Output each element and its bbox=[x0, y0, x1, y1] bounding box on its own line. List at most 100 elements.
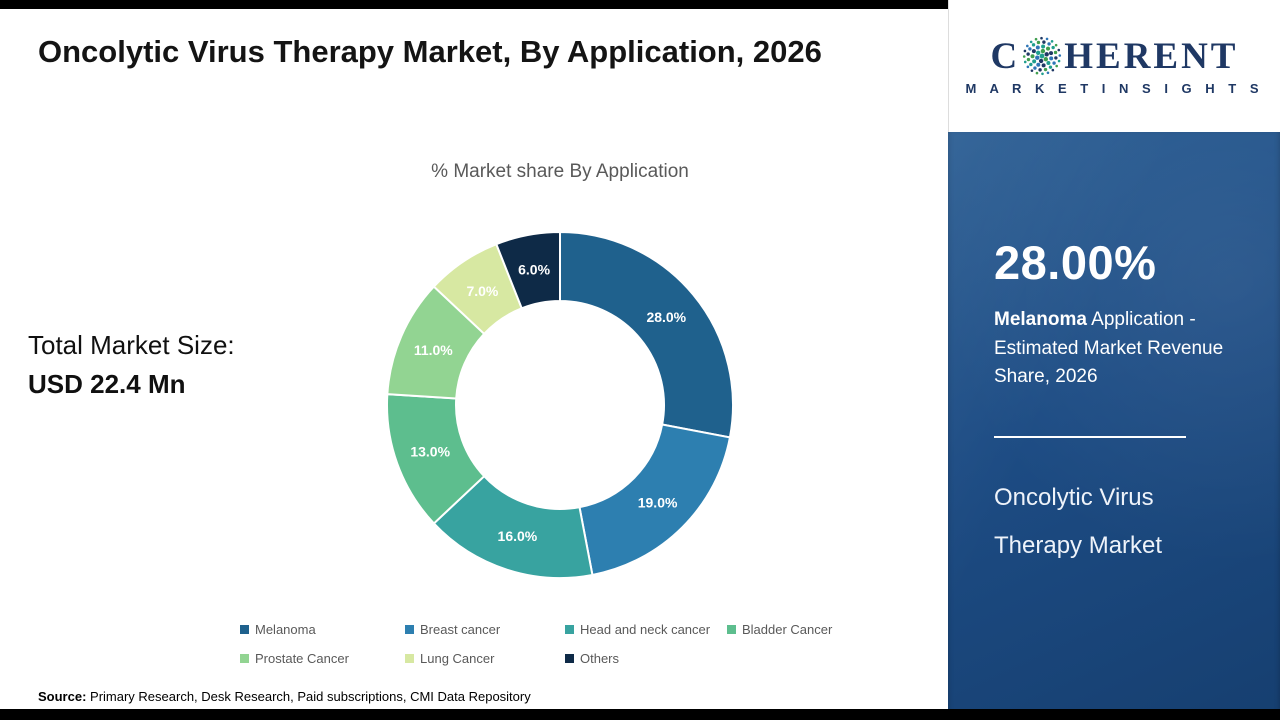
legend-item-bladder-cancer: Bladder Cancer bbox=[727, 622, 832, 637]
legend-label: Melanoma bbox=[255, 622, 316, 637]
logo-dot bbox=[1044, 52, 1050, 57]
logo-dot bbox=[1058, 59, 1061, 63]
legend-item-lung-cancer: Lung Cancer bbox=[405, 651, 565, 666]
logo-dot bbox=[1029, 62, 1033, 67]
logo-dot bbox=[1030, 54, 1035, 59]
slice-value-label: 7.0% bbox=[466, 283, 498, 299]
legend-item-breast-cancer: Breast cancer bbox=[405, 622, 565, 637]
logo-dot bbox=[1050, 40, 1054, 43]
logo-dot bbox=[1043, 57, 1049, 62]
logo-dot bbox=[1026, 52, 1031, 56]
source-label: Source: bbox=[38, 689, 87, 704]
logo-dot bbox=[1026, 44, 1029, 48]
logo-dot bbox=[1036, 40, 1041, 45]
legend-label: Others bbox=[580, 651, 620, 666]
logo-dot bbox=[1041, 44, 1046, 49]
logo-dot bbox=[1032, 43, 1036, 47]
logo-dot bbox=[1032, 59, 1037, 64]
legend-swatch bbox=[405, 625, 414, 634]
legend-label: Head and neck cancer bbox=[580, 622, 711, 637]
donut-chart: 28.0% 19.0% 16.0% 13.0% 11.0% 7.0% 6.0% bbox=[385, 230, 735, 580]
logo-dot bbox=[1036, 45, 1041, 50]
logo-letters-rest: HERENT bbox=[1064, 35, 1239, 77]
logo-dot bbox=[1041, 63, 1046, 68]
logo-dot bbox=[1042, 40, 1046, 44]
logo-dot bbox=[1039, 53, 1045, 59]
logo-dot bbox=[1032, 49, 1037, 54]
total-market-size: Total Market Size: USD 22.4 Mn bbox=[28, 326, 235, 404]
logo-dot bbox=[1038, 68, 1043, 72]
panel-divider bbox=[994, 435, 1186, 438]
right-sidebar: C HERENT M A R K E T I N S I G H T S 28.… bbox=[948, 0, 1280, 720]
highlight-panel: 28.00% Melanoma Application - Estimated … bbox=[948, 132, 1280, 720]
logo-letter-c: C bbox=[990, 35, 1021, 77]
logo-area: C HERENT M A R K E T I N S I G H T S bbox=[948, 0, 1280, 132]
chart-legend: Melanoma Breast cancer Head and neck cance… bbox=[240, 622, 832, 666]
logo-dot bbox=[1034, 37, 1038, 41]
legend-label: Prostate Cancer bbox=[255, 651, 349, 666]
logo-dot bbox=[1023, 49, 1027, 53]
legend-swatch bbox=[240, 654, 249, 663]
logo-dot bbox=[1054, 50, 1058, 55]
logo-dot bbox=[1035, 55, 1040, 60]
legend-item-others: Others bbox=[565, 651, 727, 666]
logo-dot bbox=[1026, 65, 1030, 69]
bottom-black-bar bbox=[0, 709, 1280, 720]
legend-swatch bbox=[727, 625, 736, 634]
logo-dot bbox=[1041, 72, 1045, 76]
top-black-bar bbox=[0, 0, 948, 9]
slice-value-label: 16.0% bbox=[498, 528, 538, 544]
logo-dot bbox=[1051, 68, 1055, 72]
logo-dot bbox=[1049, 51, 1054, 56]
logo-dot bbox=[1055, 64, 1059, 68]
logo-dot bbox=[1046, 46, 1051, 51]
legend-swatch bbox=[405, 654, 414, 663]
logo-dot bbox=[1046, 71, 1050, 75]
legend-label: Breast cancer bbox=[420, 622, 501, 637]
logo-dot bbox=[1047, 42, 1052, 46]
legend-label: Lung Cancer bbox=[420, 651, 495, 666]
logo-dot bbox=[1040, 48, 1046, 54]
highlight-segment-name: Melanoma bbox=[994, 309, 1087, 330]
highlight-description: Melanoma Application - Estimated Market … bbox=[994, 306, 1226, 392]
slice-value-label: 19.0% bbox=[638, 495, 678, 511]
highlight-percentage: 28.00% bbox=[994, 236, 1157, 289]
panel-report-title: Oncolytic Virus Therapy Market bbox=[994, 484, 1246, 560]
market-size-value: USD 22.4 Mn bbox=[28, 369, 186, 399]
legend-swatch bbox=[240, 625, 249, 634]
chart-area: Oncolytic Virus Therapy Market, By Appli… bbox=[28, 34, 832, 704]
legend-item-melanoma: Melanoma bbox=[240, 622, 405, 637]
logo-dot bbox=[1033, 66, 1037, 70]
chart-title: % Market share By Application bbox=[431, 161, 689, 182]
logo-dot bbox=[1054, 56, 1058, 60]
logo-dot bbox=[1030, 69, 1034, 72]
logo-dot bbox=[1045, 37, 1049, 41]
logo-dot bbox=[1049, 56, 1054, 61]
logo-dot bbox=[1048, 65, 1053, 69]
logo-tagline: M A R K E T I N S I G H T S bbox=[965, 81, 1264, 96]
slice-value-label: 6.0% bbox=[518, 261, 550, 277]
page-title: Oncolytic Virus Therapy Market, By Appli… bbox=[38, 34, 822, 69]
logo-dot bbox=[1036, 50, 1041, 55]
logo-dot bbox=[1052, 61, 1057, 65]
donut-slice-melanoma bbox=[559, 230, 735, 439]
source-text: Primary Research, Desk Research, Paid su… bbox=[86, 689, 531, 704]
legend-item-prostate-cancer: Prostate Cancer bbox=[240, 651, 405, 666]
highlight-description-rest: Application - Estimated Market Revenue S… bbox=[994, 309, 1224, 387]
slice-value-label: 11.0% bbox=[414, 342, 453, 358]
logo-dot bbox=[1055, 43, 1058, 47]
donut-slice-others bbox=[495, 230, 561, 310]
legend-label: Bladder Cancer bbox=[742, 622, 833, 637]
logo-dot bbox=[1023, 55, 1026, 58]
legend-item-head-and-neck-cancer: Head and neck cancer bbox=[565, 622, 727, 637]
logo-dot bbox=[1039, 58, 1044, 64]
panel-title-line1: Oncolytic Virus bbox=[994, 483, 1154, 511]
slice-value-label: 28.0% bbox=[646, 309, 686, 325]
market-size-label: Total Market Size: bbox=[28, 330, 235, 360]
logo-dot bbox=[1040, 36, 1044, 40]
source-line: Source: Primary Research, Desk Research,… bbox=[38, 689, 531, 704]
logo-dot bbox=[1026, 57, 1031, 62]
coherent-logo: C HERENT bbox=[991, 36, 1239, 76]
logo-dot bbox=[1051, 45, 1056, 50]
